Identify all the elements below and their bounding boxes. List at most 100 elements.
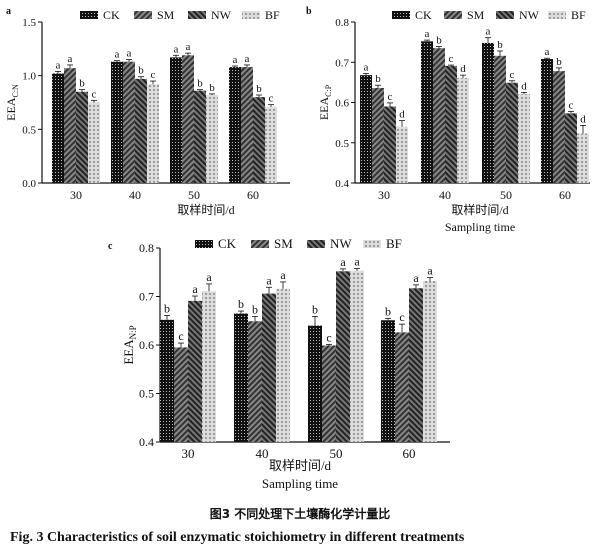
significance-letter: b bbox=[138, 65, 144, 77]
bar-nw bbox=[506, 82, 518, 183]
y-axis-label-subscript: N:P bbox=[128, 325, 138, 339]
bar-ck bbox=[308, 325, 322, 442]
bar-nw bbox=[384, 106, 396, 183]
legend-swatch-nw bbox=[496, 11, 514, 19]
significance-letter: b bbox=[164, 301, 170, 315]
bar-bf bbox=[423, 280, 437, 442]
y-tick-label: 0.6 bbox=[139, 338, 154, 352]
bar-ck bbox=[229, 67, 241, 183]
significance-letter: a bbox=[192, 282, 198, 296]
legend-swatch-sm bbox=[251, 240, 269, 248]
bar-sm bbox=[494, 55, 506, 184]
y-tick-label: 0.4 bbox=[139, 435, 154, 449]
panel-label: b bbox=[306, 6, 312, 17]
significance-letter: c bbox=[326, 331, 331, 345]
bar-ck bbox=[160, 319, 174, 442]
y-tick-label: 0.7 bbox=[139, 290, 154, 304]
bar-nw bbox=[76, 91, 88, 183]
legend-swatch-bf bbox=[242, 11, 260, 19]
x-tick-label: 30 bbox=[378, 188, 390, 202]
bar-sm bbox=[433, 48, 445, 183]
x-axis-label: 取样时间/d bbox=[269, 458, 332, 473]
y-axis-label: EEAC:P bbox=[317, 84, 333, 120]
y-axis-label-subscript: C:N bbox=[11, 84, 20, 98]
significance-letter: c bbox=[510, 69, 515, 81]
legend-label: BF bbox=[386, 236, 402, 251]
legend-label: NW bbox=[519, 8, 540, 22]
y-tick-label: 0.6 bbox=[335, 98, 349, 110]
x-tick-label: 30 bbox=[182, 446, 195, 461]
bar-nw bbox=[262, 293, 276, 442]
significance-letter: b bbox=[238, 297, 244, 311]
x-tick-label: 50 bbox=[500, 188, 512, 202]
bar-nw bbox=[409, 288, 423, 442]
bar-sm bbox=[182, 55, 194, 184]
legend-label: CK bbox=[103, 8, 120, 22]
legend-swatch-sm bbox=[134, 11, 152, 19]
significance-letter: a bbox=[425, 28, 430, 40]
significance-letter: b bbox=[79, 78, 85, 90]
x-axis-label: 取样时间/d bbox=[177, 202, 234, 217]
x-tick-label: 50 bbox=[188, 188, 200, 202]
legend-label: BF bbox=[265, 8, 280, 22]
y-tick-label: 0.8 bbox=[335, 17, 349, 29]
bar-sm bbox=[174, 347, 188, 442]
bar-sm bbox=[553, 71, 565, 183]
y-tick-label: 1.0 bbox=[22, 71, 36, 83]
significance-letter: c bbox=[569, 99, 574, 111]
x-tick-label: 60 bbox=[559, 188, 571, 202]
bar-ck bbox=[381, 320, 395, 442]
bar-bf bbox=[276, 288, 290, 442]
bar-bf bbox=[202, 291, 216, 442]
legend-label: NW bbox=[330, 236, 352, 251]
bar-bf bbox=[396, 126, 408, 183]
significance-letter: a bbox=[280, 268, 286, 282]
y-axis-label-subscript: C:P bbox=[324, 84, 333, 97]
chart-panel-b: b 0.4 0.5 0.6 0.7 0.8 EEAC:P 30 40 50 60 取样时间/d Samp… bbox=[306, 6, 590, 234]
bar-ck bbox=[234, 313, 248, 442]
significance-letter: a bbox=[266, 273, 272, 287]
x-tick-label: 60 bbox=[403, 446, 416, 461]
bar-nw bbox=[188, 300, 202, 442]
bar-nw bbox=[445, 65, 457, 183]
bar-ck bbox=[111, 61, 123, 183]
y-tick-label: 0.8 bbox=[139, 241, 154, 255]
x-tick-label: 50 bbox=[330, 446, 343, 461]
panel-label: c bbox=[108, 241, 113, 252]
significance-letter: a bbox=[68, 53, 73, 65]
y-axis-label: EEAC:N bbox=[4, 84, 20, 121]
significance-letter: d bbox=[580, 113, 586, 125]
legend-swatch-bf bbox=[363, 240, 381, 248]
significance-letter: b bbox=[312, 302, 318, 316]
significance-letter: a bbox=[364, 62, 369, 74]
significance-letter: b bbox=[556, 56, 562, 68]
y-tick-label: 0.5 bbox=[22, 124, 36, 136]
bar-nw bbox=[135, 78, 147, 183]
legend-swatch-sm bbox=[444, 11, 462, 19]
bar-ck bbox=[482, 42, 494, 184]
significance-letter: a bbox=[233, 54, 238, 66]
bar-bf bbox=[577, 133, 589, 183]
bar-bf bbox=[350, 270, 364, 442]
significance-letter: c bbox=[178, 329, 183, 343]
legend-label: CK bbox=[218, 236, 237, 251]
significance-letter: c bbox=[449, 53, 454, 65]
significance-letter: d bbox=[521, 80, 527, 92]
significance-letter: a bbox=[186, 41, 191, 53]
significance-letter: b bbox=[436, 35, 442, 47]
legend-swatch-ck bbox=[80, 11, 98, 19]
panel-label: a bbox=[6, 6, 11, 17]
bar-ck bbox=[421, 41, 433, 183]
significance-letter: b bbox=[385, 304, 391, 318]
y-tick-label: 0.5 bbox=[139, 387, 154, 401]
significance-letter: a bbox=[56, 59, 61, 71]
significance-letter: c bbox=[151, 69, 156, 81]
significance-letter: b bbox=[209, 82, 215, 94]
bar-sm bbox=[395, 332, 409, 442]
chart-panel-c: c 0.4 0.5 0.6 0.7 0.8 EEAN:P 30 40 50 60 取样时间/d Samp… bbox=[108, 236, 450, 491]
significance-letter: b bbox=[497, 39, 503, 51]
figure-caption-english: Fig. 3 Characteristics of soil enzymatic… bbox=[10, 530, 465, 545]
significance-letter: a bbox=[486, 26, 491, 38]
